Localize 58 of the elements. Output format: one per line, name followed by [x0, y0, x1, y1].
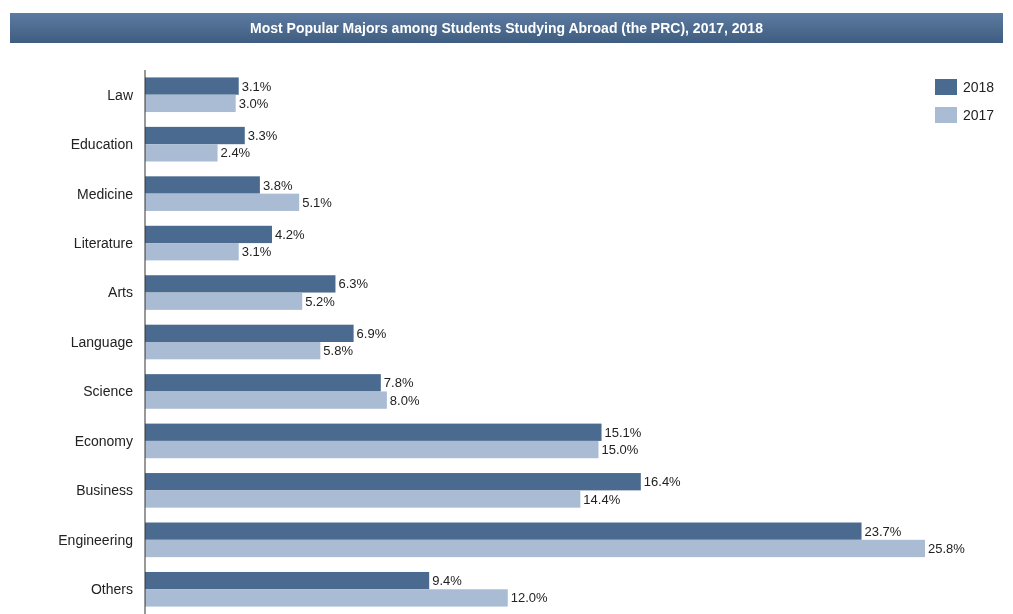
data-label: 23.7% [864, 523, 902, 539]
bar [145, 522, 862, 540]
data-label: 15.1% [604, 424, 642, 440]
data-label: 12.0% [510, 590, 549, 606]
data-label: 7.8% [383, 375, 414, 391]
y-tick-label: Literature [73, 234, 134, 251]
data-label: 3.1% [241, 78, 272, 94]
bar [145, 77, 239, 95]
legend-label: 2018 [963, 78, 995, 95]
y-tick-label: Engineering [58, 531, 133, 548]
bar [145, 292, 303, 310]
bar [145, 473, 641, 491]
bar [145, 440, 599, 459]
data-label: 6.9% [356, 325, 387, 341]
y-tick-label: Medicine [76, 185, 134, 202]
bar [145, 324, 354, 342]
chart-title: Most Popular Majors among Students Studying Abroad (the PRC), 2017, 2018 [250, 19, 764, 36]
bar [145, 193, 300, 211]
bar [145, 94, 236, 113]
data-label: 5.2% [305, 293, 336, 309]
bar [145, 423, 602, 441]
y-tick-label: Others [90, 581, 133, 598]
bar [145, 490, 581, 508]
data-label: 15.0% [601, 442, 639, 458]
bar [145, 571, 430, 590]
bar [145, 275, 336, 293]
legend-label: 2017 [963, 106, 995, 123]
bar [145, 374, 381, 392]
bar [145, 539, 925, 558]
data-label: 16.4% [643, 474, 682, 490]
y-tick-label: Arts [108, 284, 133, 301]
data-label: 6.3% [338, 276, 369, 292]
y-tick-label: Education [70, 136, 133, 153]
bar [145, 391, 387, 409]
y-tick-label: Law [107, 86, 134, 103]
bar [145, 126, 245, 145]
data-label: 8.0% [389, 392, 420, 408]
y-tick-label: Business [76, 482, 133, 499]
y-tick-label: Science [83, 383, 134, 400]
bar [145, 176, 260, 194]
data-label: 14.4% [583, 491, 621, 507]
bar [145, 589, 508, 607]
bar [145, 144, 218, 162]
y-tick-label: Economy [74, 432, 133, 449]
bar [145, 243, 239, 261]
data-label: 9.4% [432, 573, 463, 589]
data-label: 3.0% [238, 95, 269, 111]
data-label: 2.4% [220, 145, 251, 161]
bar [145, 225, 272, 244]
data-label: 25.8% [928, 541, 966, 557]
data-label: 5.1% [302, 194, 333, 210]
bar [145, 342, 321, 360]
data-label: 5.8% [323, 343, 354, 359]
data-label: 4.2% [274, 226, 306, 242]
data-label: 3.1% [241, 244, 272, 260]
data-label: 3.8% [262, 177, 293, 193]
data-label: 3.3% [247, 128, 278, 144]
y-tick-label: Language [70, 333, 134, 350]
